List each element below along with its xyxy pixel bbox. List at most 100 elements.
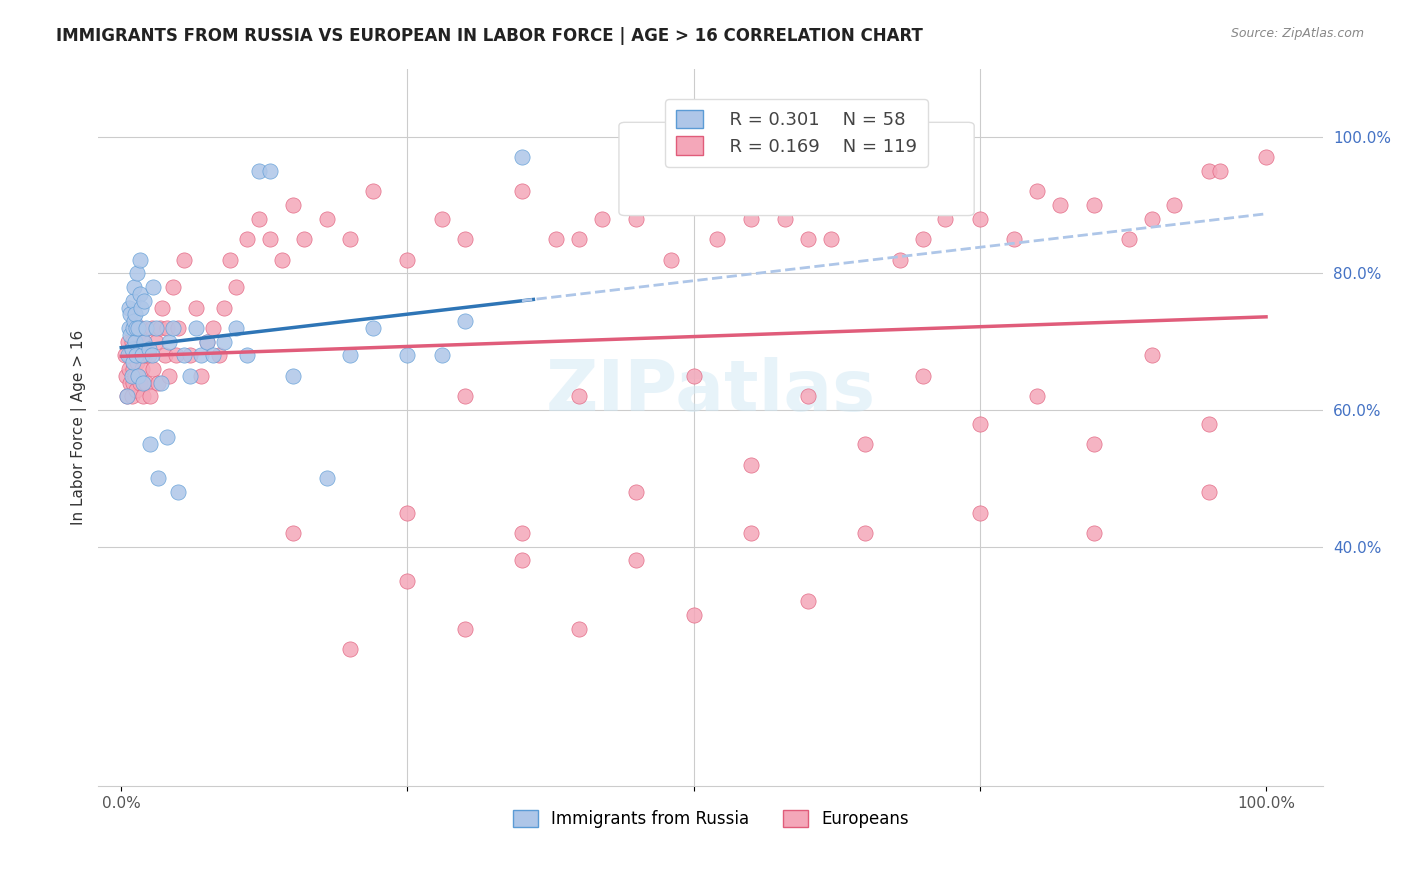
Point [114,368,136,383]
Point [396,252,419,267]
Point [281,368,304,383]
Point [121,293,143,308]
Point [568,622,591,636]
Point [361,321,384,335]
Point [361,185,384,199]
Point [682,607,704,622]
Point [128,348,150,362]
Point [316,471,339,485]
Point [121,376,143,390]
Point [682,198,704,212]
Point [1026,389,1049,403]
Point [162,280,184,294]
Point [121,362,143,376]
Point [626,211,648,226]
Point [853,526,876,541]
Point [134,334,156,349]
Point [118,362,141,376]
Point [247,164,270,178]
Text: IMMIGRANTS FROM RUSSIA VS EUROPEAN IN LABOR FORCE | AGE > 16 CORRELATION CHART: IMMIGRANTS FROM RUSSIA VS EUROPEAN IN LA… [56,27,924,45]
Point [150,376,173,390]
Point [1198,417,1220,431]
Point [546,232,568,246]
Point [236,232,259,246]
Point [1118,232,1140,246]
Point [281,526,304,541]
Point [122,348,145,362]
Point [1002,232,1025,246]
Point [184,301,207,315]
Point [146,471,169,485]
Point [591,211,613,226]
Point [167,485,190,500]
Point [149,321,172,335]
Point [129,301,152,315]
Point [1209,164,1232,178]
Point [128,376,150,390]
Point [706,232,728,246]
Point [853,198,876,212]
Point [1083,198,1105,212]
Point [339,642,361,657]
Point [165,348,187,362]
Point [454,314,477,328]
Point [396,348,419,362]
Point [396,506,419,520]
Point [115,389,138,403]
Point [219,252,242,267]
Point [1140,348,1163,362]
Point [124,308,146,322]
Point [339,348,361,362]
Point [740,458,762,472]
Point [125,321,148,335]
Point [682,368,704,383]
Point [117,334,139,349]
Point [134,293,156,308]
Point [797,232,820,246]
Point [153,348,176,362]
Point [114,348,136,362]
Point [430,211,453,226]
Text: ZIPatlas: ZIPatlas [546,357,876,425]
Point [127,267,149,281]
Point [131,348,153,362]
Point [510,150,533,164]
Point [190,348,212,362]
Point [128,287,150,301]
Point [568,232,591,246]
Point [396,574,419,588]
Point [454,232,477,246]
Point [225,280,247,294]
Point [740,526,762,541]
Point [120,327,142,342]
Point [1254,150,1277,164]
Point [1198,164,1220,178]
Point [138,348,160,362]
Point [124,368,146,383]
Point [157,334,180,349]
Point [141,348,163,362]
Point [121,321,143,335]
Point [773,211,796,226]
Point [127,368,149,383]
Point [911,232,934,246]
Point [454,389,477,403]
Point [339,232,361,246]
Point [138,342,160,356]
Point [201,321,224,335]
Point [1163,198,1185,212]
Point [127,368,149,383]
Point [911,368,934,383]
Point [179,348,201,362]
Point [259,232,281,246]
Point [115,389,138,403]
Point [128,252,150,267]
Point [121,334,143,349]
Point [510,185,533,199]
Point [853,437,876,451]
Point [294,232,316,246]
Point [568,389,591,403]
Point [214,334,236,349]
Point [129,321,152,335]
Point [145,321,167,335]
